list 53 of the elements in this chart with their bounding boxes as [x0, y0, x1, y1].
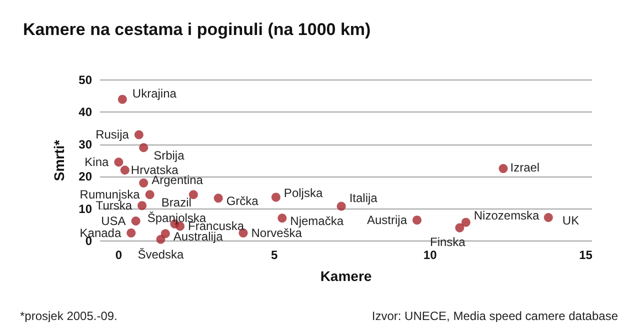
point	[278, 214, 287, 223]
x-axis-title: Kamere	[320, 268, 372, 284]
annotation: Izrael	[510, 160, 540, 175]
x-tick-label: 10	[423, 248, 438, 262]
y-tick-label: 10	[78, 202, 92, 216]
annotation: Argentina	[152, 173, 204, 188]
point	[271, 192, 280, 202]
y-axis-title: Smrti*	[51, 139, 67, 182]
y-tick-label: 40	[78, 105, 92, 120]
annotation: Švedska	[138, 247, 184, 262]
annotation: USA	[101, 214, 126, 228]
annotation: Poljska	[284, 186, 323, 200]
annotation: Grčka	[226, 194, 259, 208]
point	[131, 216, 140, 226]
point	[498, 164, 508, 174]
annotation: Australija	[173, 230, 224, 244]
point	[156, 234, 166, 244]
y-tick-label: 20	[78, 170, 92, 184]
annotation: Kina	[84, 155, 109, 170]
y-tick-label: 30	[78, 137, 92, 152]
annotation: Finska	[430, 234, 466, 249]
point	[138, 201, 147, 210]
annotation: Nizozemska	[474, 208, 540, 222]
annotation: Njemačka	[290, 214, 344, 228]
point	[160, 229, 170, 238]
point	[455, 223, 464, 232]
point	[336, 202, 346, 211]
x-tick-label: 15	[579, 248, 593, 262]
point	[134, 130, 144, 140]
annotation: Italija	[349, 191, 378, 206]
point	[461, 218, 470, 227]
chart-title: Kamere na cestama i poginuli (na 1000 km)	[23, 20, 371, 39]
annotation: Brazil	[161, 196, 192, 210]
point	[145, 190, 154, 200]
annotation: Rusija	[96, 128, 130, 142]
point	[188, 190, 198, 200]
x-tick-label: 5	[271, 248, 278, 262]
point	[139, 178, 148, 188]
point	[114, 158, 124, 167]
point	[126, 228, 136, 238]
y-tick-label: 50	[78, 73, 92, 87]
annotation: UK	[562, 213, 580, 228]
point	[214, 194, 223, 203]
annotation: Srbija	[154, 148, 185, 163]
point	[412, 216, 422, 225]
point	[118, 94, 127, 104]
annotation: Ukrajina	[132, 86, 177, 100]
point	[544, 212, 553, 222]
point	[120, 166, 130, 175]
annotation: Rumunjska	[80, 188, 140, 202]
point	[139, 143, 148, 152]
x-tick-label: 0	[115, 248, 122, 262]
annotation: Austrija	[366, 213, 408, 228]
